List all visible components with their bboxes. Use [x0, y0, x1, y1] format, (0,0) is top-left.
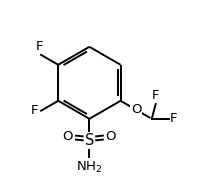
Text: O: O	[63, 130, 73, 143]
Text: O: O	[106, 130, 116, 143]
Text: F: F	[170, 112, 177, 125]
Text: F: F	[152, 89, 159, 102]
Text: O: O	[131, 103, 141, 116]
Text: F: F	[36, 40, 43, 53]
Text: F: F	[31, 104, 38, 117]
Text: S: S	[85, 133, 94, 148]
Text: NH$_2$: NH$_2$	[76, 160, 103, 175]
